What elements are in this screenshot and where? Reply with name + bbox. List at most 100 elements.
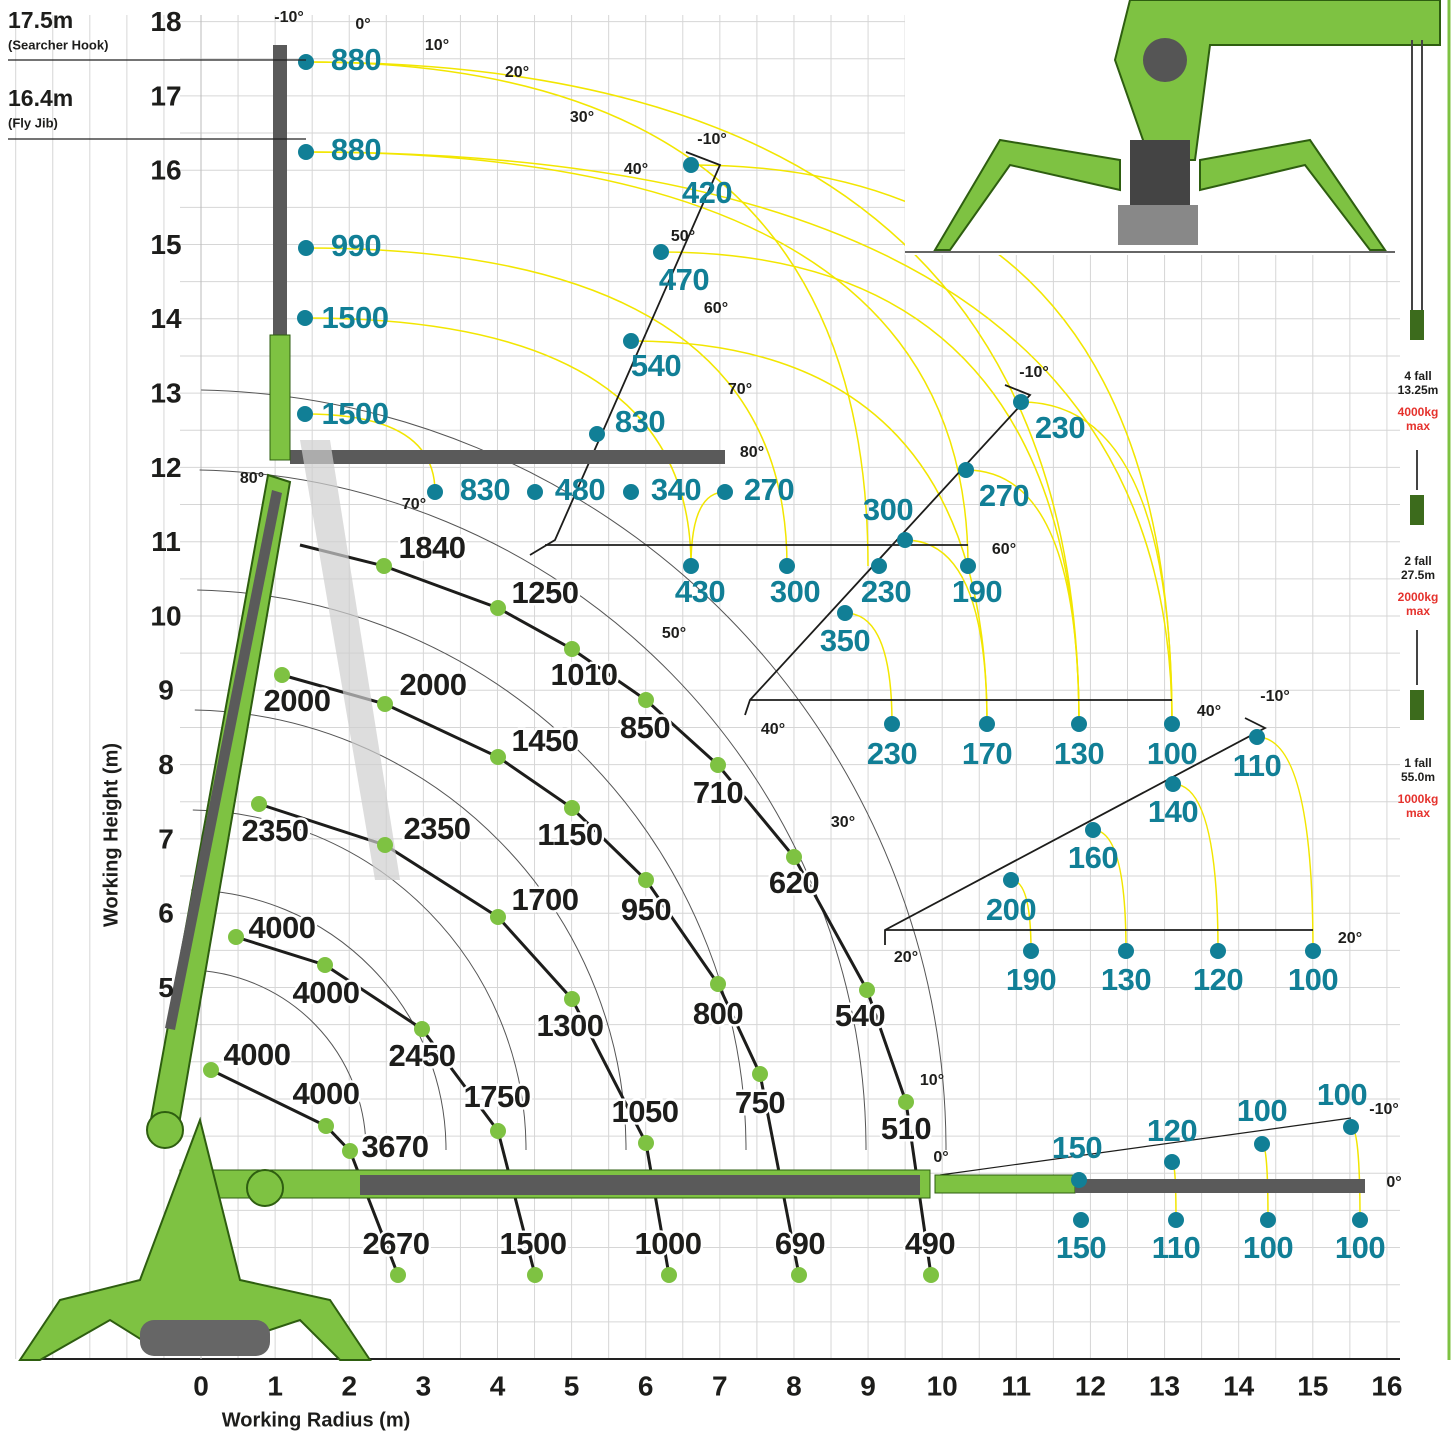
jib-point (1118, 943, 1134, 959)
x-tick-label: 16 (1371, 1370, 1402, 1401)
jib-point (1085, 822, 1101, 838)
boom-point (342, 1143, 358, 1159)
boom-capacity: 2000 (400, 667, 467, 702)
angle-label: -10° (697, 131, 727, 148)
boom-point (638, 692, 654, 708)
main-boom-inner (165, 490, 282, 1030)
boom-capacity: 2350 (404, 811, 471, 846)
jib-point (1260, 1212, 1276, 1228)
hook-length: 27.5m (1401, 568, 1435, 582)
reach-arc (194, 709, 627, 1151)
crane-base (18, 1116, 372, 1361)
yellow-link (305, 61, 869, 567)
y-tick-label: 6 (158, 898, 174, 929)
boom-capacity: 540 (835, 998, 885, 1033)
jib-point (1305, 943, 1321, 959)
jib-point (298, 144, 314, 160)
angle-label: -10° (274, 9, 304, 26)
jib-point (1003, 872, 1019, 888)
boom-capacity: 750 (735, 1085, 785, 1120)
y-tick-label: 11 (151, 526, 181, 557)
angle-label: 0° (355, 16, 370, 33)
jib-capacity: 230 (867, 736, 917, 771)
boom-point (638, 872, 654, 888)
jib-point (1164, 716, 1180, 732)
boom-capacity: 1250 (512, 575, 579, 610)
boom-capacity: 3670 (362, 1129, 429, 1164)
jib-capacity: 340 (651, 472, 701, 507)
angle-label: 60° (704, 300, 728, 317)
hook-note: max (1406, 806, 1430, 820)
angle-label: 80° (240, 470, 264, 487)
boom-point (490, 600, 506, 616)
x-tick-label: 2 (341, 1370, 357, 1401)
yellow-link (305, 247, 788, 567)
jib-capacity: 130 (1101, 962, 1151, 997)
x-tick-label: 13 (1149, 1370, 1180, 1401)
x-tick-label: 1 (267, 1370, 283, 1401)
jib-point (1343, 1119, 1359, 1135)
boom-point (898, 1094, 914, 1110)
jib-capacity: 100 (1288, 962, 1338, 997)
x-tick-label: 6 (638, 1370, 654, 1401)
angle-label: 70° (728, 381, 752, 398)
jib-capacity: 430 (675, 574, 725, 609)
x-tick-label: 12 (1075, 1370, 1106, 1401)
hook-note: max (1406, 604, 1430, 618)
boom-point (661, 1267, 677, 1283)
jib-capacity: 230 (861, 574, 911, 609)
y-tick-label: 13 (150, 377, 181, 408)
angle-label: 30° (831, 814, 855, 831)
drawing (18, 45, 1365, 1361)
jib-point (623, 333, 639, 349)
jib-capacity: 1500 (322, 396, 389, 431)
jib-capacity: 300 (770, 574, 820, 609)
jib-capacity: 170 (962, 736, 1012, 771)
boom-point (752, 1066, 768, 1082)
y-tick-label: 14 (150, 303, 182, 334)
crane-front-view (905, 0, 1451, 1360)
boom-capacity: 1750 (464, 1079, 531, 1114)
jib-point (1165, 776, 1181, 792)
jib-line (258, 802, 671, 1276)
yellow-link (660, 251, 1080, 725)
x-tick-label: 9 (860, 1370, 876, 1401)
y-tick-label: 5 (158, 972, 174, 1003)
jib-point (958, 462, 974, 478)
angle-label: 20° (894, 949, 918, 966)
boom-capacity: 710 (693, 775, 743, 810)
jib-point (717, 484, 733, 500)
jib-point (884, 716, 900, 732)
jib-capacity: 110 (1152, 1230, 1201, 1265)
marks (203, 54, 1368, 1283)
boom-point (710, 757, 726, 773)
x-tick-label: 7 (712, 1370, 728, 1401)
angle-label: 40° (1197, 703, 1221, 720)
boom-capacity: 1450 (512, 723, 579, 758)
x-tick-label: 10 (927, 1370, 958, 1401)
jib-point (589, 426, 605, 442)
jib-capacity: 300 (863, 492, 913, 527)
labels: 0 1 2 3 4 5 6 7 8 9 10 11 12 13 14 15 161817161514131211… (8, 6, 1438, 1431)
angle-label: 0° (933, 1149, 948, 1166)
jib-capacity: 100 (1147, 736, 1197, 771)
boom-point (859, 982, 875, 998)
jib-point (653, 244, 669, 260)
reach-arc (201, 389, 947, 1151)
boom-point (527, 1267, 543, 1283)
boom-point (390, 1267, 406, 1283)
x-tick-label: 5 (564, 1370, 580, 1401)
jib-capacity: 120 (1147, 1113, 1197, 1148)
jib-point (779, 558, 795, 574)
boom-capacity: 4000 (249, 910, 316, 945)
jib-capacity: 270 (744, 472, 794, 507)
boom-capacity: 4000 (293, 1076, 360, 1111)
angle-label: -10° (1369, 1101, 1399, 1118)
boom-point (228, 929, 244, 945)
y-tick-label: 16 (150, 155, 181, 186)
boom-capacity: 1150 (537, 817, 602, 852)
x-tick-label: 0 (193, 1370, 209, 1401)
fly-jib (290, 450, 725, 464)
jib-line (529, 151, 722, 556)
angle-label: 80° (740, 444, 764, 461)
